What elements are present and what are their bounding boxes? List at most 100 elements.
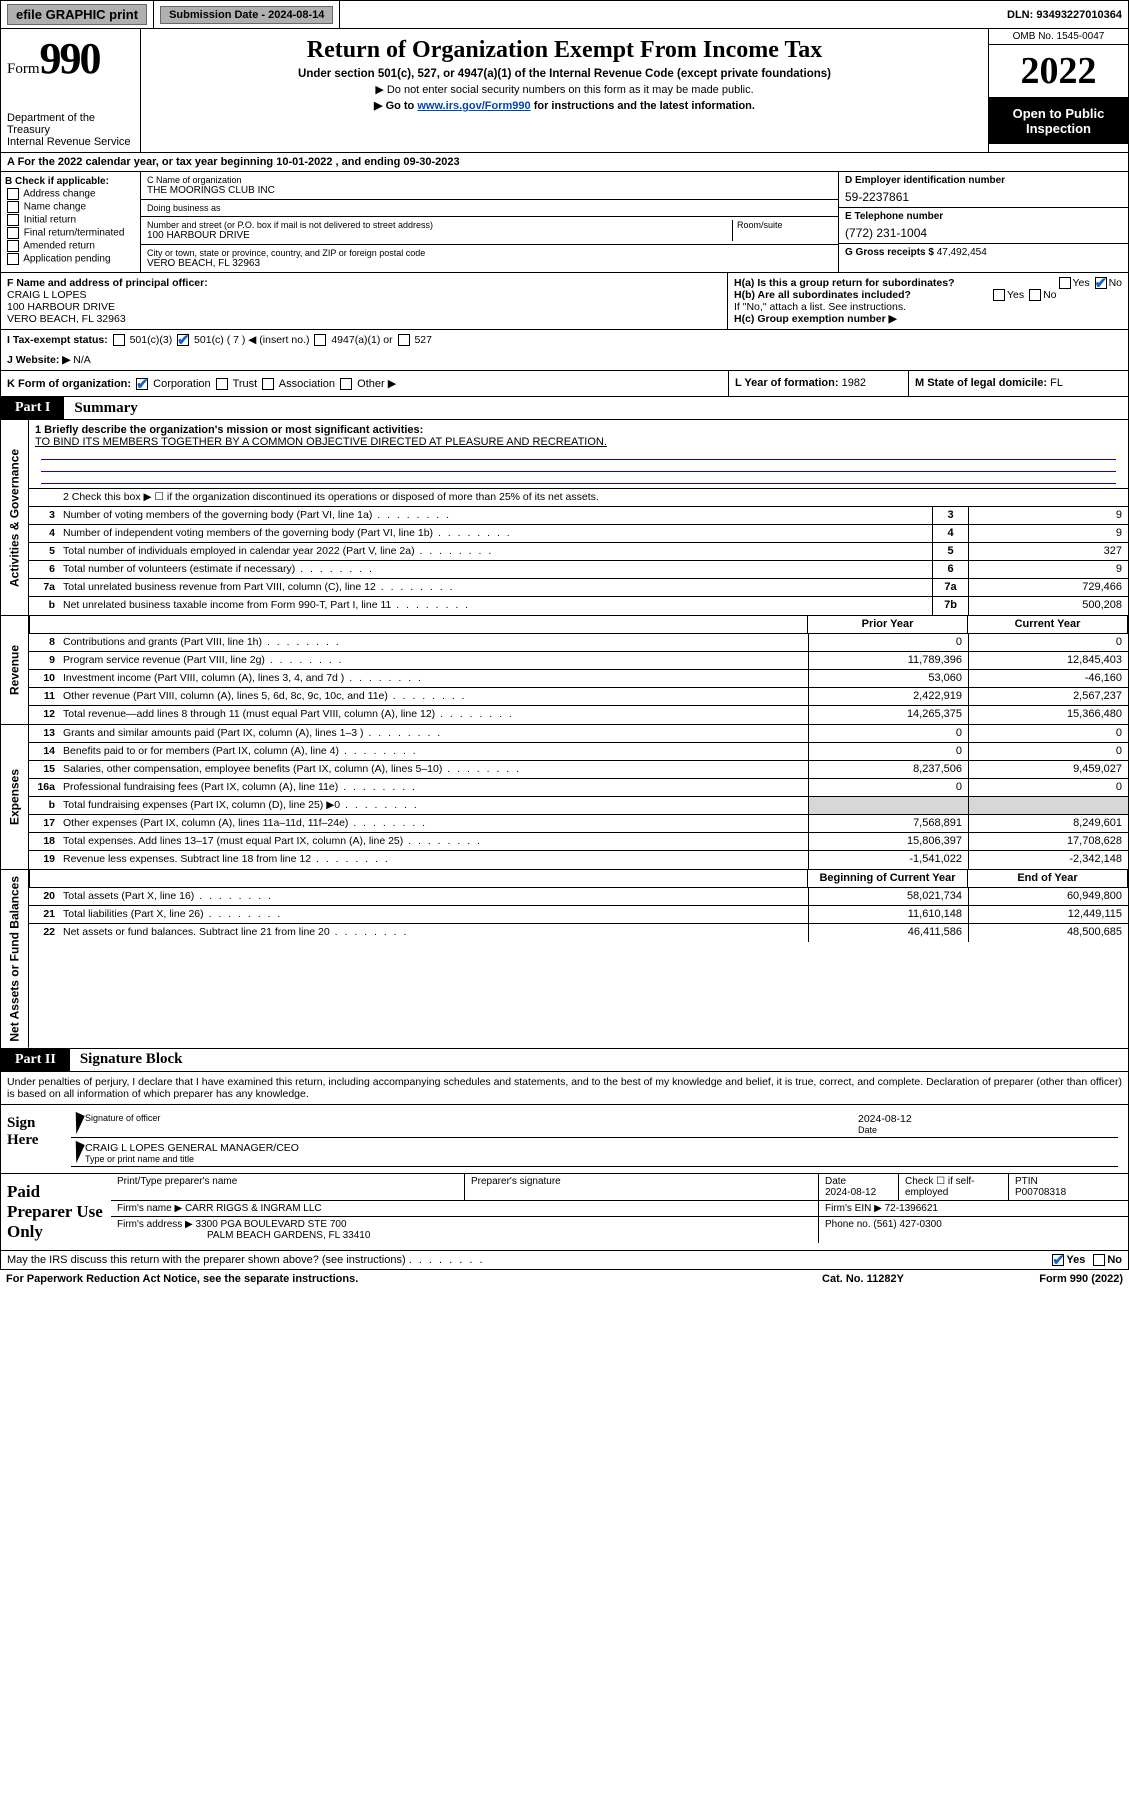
org-name-label: C Name of organization (147, 175, 832, 185)
hb-no[interactable] (1029, 289, 1041, 301)
footer-discuss: May the IRS discuss this return with the… (0, 1251, 1129, 1270)
chk-527[interactable] (398, 334, 410, 346)
signature-block: Under penalties of perjury, I declare th… (0, 1072, 1129, 1251)
gov-row: bNet unrelated business taxable income f… (29, 597, 1128, 615)
tax-year: 2022 (989, 45, 1128, 98)
box-b: B Check if applicable: Address change Na… (1, 172, 141, 272)
section-revenue: Revenue Prior YearCurrent Year 8Contribu… (0, 616, 1129, 725)
firm-name: CARR RIGGS & INGRAM LLC (185, 1203, 322, 1214)
mission-text: TO BIND ITS MEMBERS TOGETHER BY A COMMON… (35, 436, 1122, 448)
form990-link[interactable]: www.irs.gov/Form990 (417, 100, 530, 112)
sidelabel-net: Net Assets or Fund Balances (1, 870, 29, 1048)
hb-yes[interactable] (993, 289, 1005, 301)
chk-assoc[interactable] (262, 378, 274, 390)
sidelabel-governance: Activities & Governance (1, 420, 29, 615)
data-row: 17Other expenses (Part IX, column (A), l… (29, 815, 1128, 833)
section-net-assets: Net Assets or Fund Balances Beginning of… (0, 870, 1129, 1049)
phone-value: (772) 231-1004 (845, 222, 1122, 240)
sidelabel-revenue: Revenue (1, 616, 29, 724)
form-no-footer: Form 990 (2022) (963, 1273, 1123, 1285)
chk-501c[interactable] (177, 334, 189, 346)
chk-final-return[interactable]: Final return/terminated (5, 227, 136, 239)
pen-icon (67, 1112, 85, 1134)
efile-print[interactable]: efile GRAPHIC print (1, 1, 154, 28)
hdr-end: End of Year (967, 870, 1127, 887)
gov-row: 6Total number of volunteers (estimate if… (29, 561, 1128, 579)
box-c: C Name of organization THE MOORINGS CLUB… (141, 172, 838, 272)
hb-label: H(b) Are all subordinates included? (734, 289, 911, 301)
gov-row: 4Number of independent voting members of… (29, 525, 1128, 543)
phone-label: E Telephone number (845, 211, 1122, 222)
data-row: 8Contributions and grants (Part VIII, li… (29, 634, 1128, 652)
dln: DLN: 93493227010364 (1001, 1, 1128, 28)
officer-addr1: 100 HARBOUR DRIVE (7, 301, 115, 313)
form-subtitle: Under section 501(c), 527, or 4947(a)(1)… (149, 68, 980, 80)
paid-preparer: Paid Preparer Use Only Print/Type prepar… (1, 1173, 1128, 1250)
omb-number: OMB No. 1545-0047 (989, 29, 1128, 45)
addr-value: 100 HARBOUR DRIVE (147, 230, 732, 241)
sig-date: 2024-08-12 (858, 1113, 1118, 1125)
ha-label: H(a) Is this a group return for subordin… (734, 277, 955, 289)
firm-phone: (561) 427-0300 (873, 1219, 941, 1230)
sign-here-label: Sign Here (1, 1105, 61, 1173)
hc-label: H(c) Group exemption number ▶ (734, 313, 897, 325)
chk-4947[interactable] (314, 334, 326, 346)
sidelabel-expenses: Expenses (1, 725, 29, 869)
chk-amended-return[interactable]: Amended return (5, 240, 136, 252)
dba-label: Doing business as (147, 203, 832, 213)
data-row: 9Program service revenue (Part VIII, lin… (29, 652, 1128, 670)
pen-icon (67, 1141, 85, 1163)
firm-addr1: 3300 PGA BOULEVARD STE 700 (196, 1219, 347, 1230)
form-title: Return of Organization Exempt From Incom… (149, 37, 980, 64)
chk-application-pending[interactable]: Application pending (5, 253, 136, 265)
chk-trust[interactable] (216, 378, 228, 390)
officer-addr2: VERO BEACH, FL 32963 (7, 313, 126, 325)
discuss-no[interactable] (1093, 1254, 1105, 1266)
chk-other[interactable] (340, 378, 352, 390)
data-row: 22Net assets or fund balances. Subtract … (29, 924, 1128, 942)
discuss-yes[interactable] (1052, 1254, 1064, 1266)
ha-no[interactable] (1095, 277, 1107, 289)
box-d-e-g: D Employer identification number 59-2237… (838, 172, 1128, 272)
addr-label: Number and street (or P.O. box if mail i… (147, 220, 732, 230)
data-row: 21Total liabilities (Part X, line 26)11,… (29, 906, 1128, 924)
identification-grid: B Check if applicable: Address change Na… (0, 172, 1129, 273)
chk-address-change[interactable]: Address change (5, 188, 136, 200)
chk-corp[interactable] (136, 378, 148, 390)
org-name: THE MOORINGS CLUB INC (147, 185, 832, 196)
dept-treasury: Department of the Treasury (7, 112, 134, 136)
note-ssn: ▶ Do not enter social security numbers o… (149, 83, 980, 96)
city-label: City or town, state or province, country… (147, 248, 832, 258)
open-public-badge: Open to Public Inspection (989, 98, 1128, 144)
data-row: 12Total revenue—add lines 8 through 11 (… (29, 706, 1128, 724)
irs-label: Internal Revenue Service (7, 136, 134, 148)
gov-row: 5Total number of individuals employed in… (29, 543, 1128, 561)
ptin: P00708318 (1015, 1187, 1066, 1198)
row-f-h: F Name and address of principal officer:… (0, 273, 1129, 330)
line2: 2 Check this box ▶ ☐ if the organization… (59, 489, 1128, 506)
submission-date: Submission Date - 2024-08-14 (154, 1, 340, 28)
hdr-begin: Beginning of Current Year (807, 870, 967, 887)
part2-header: Part II Signature Block (0, 1049, 1129, 1072)
data-row: 13Grants and similar amounts paid (Part … (29, 725, 1128, 743)
data-row: 14Benefits paid to or for members (Part … (29, 743, 1128, 761)
footer-bottom: For Paperwork Reduction Act Notice, see … (0, 1270, 1129, 1288)
tax-period-row: A For the 2022 calendar year, or tax yea… (0, 153, 1129, 172)
website-value: N/A (73, 354, 91, 366)
mission-question: 1 Briefly describe the organization's mi… (35, 424, 1122, 436)
gross-value: 47,492,454 (937, 247, 987, 258)
row-j: J Website: ▶ N/A (0, 350, 1129, 371)
part1-header: Part I Summary (0, 397, 1129, 420)
ha-yes[interactable] (1059, 277, 1071, 289)
state-domicile: FL (1050, 377, 1063, 389)
ein-value: 59-2237861 (845, 186, 1122, 204)
topbar: efile GRAPHIC print Submission Date - 20… (0, 0, 1129, 29)
section-expenses: Expenses 13Grants and similar amounts pa… (0, 725, 1129, 870)
form-header: Form990 Department of the Treasury Inter… (0, 29, 1129, 153)
room-label: Room/suite (737, 220, 832, 230)
chk-501c3[interactable] (113, 334, 125, 346)
row-k-l-m: K Form of organization: Corporation Trus… (0, 371, 1129, 397)
data-row: 11Other revenue (Part VIII, column (A), … (29, 688, 1128, 706)
chk-initial-return[interactable]: Initial return (5, 214, 136, 226)
chk-name-change[interactable]: Name change (5, 201, 136, 213)
